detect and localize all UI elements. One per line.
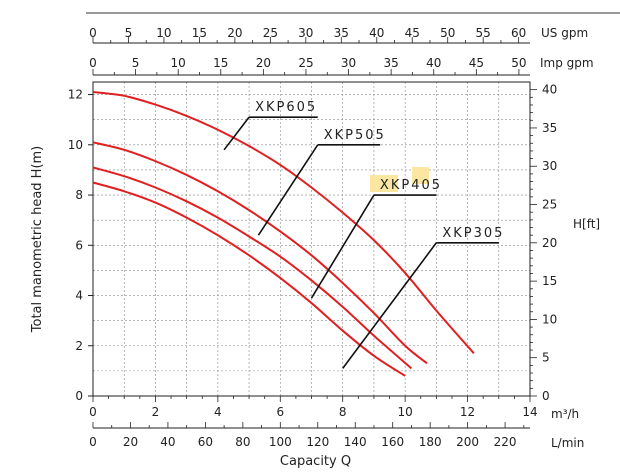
secondary-tick-label: 50 [440,26,455,40]
y2-tick-label: 10 [542,312,557,326]
secondary-tick-label: 40 [160,435,175,449]
secondary-tick-label: 35 [334,26,349,40]
y-tick-label: 0 [75,389,83,403]
series-label-xkp405: XKP405 [380,178,442,193]
secondary-tick-label: 0 [89,26,97,40]
x-tick-label: 8 [339,405,347,419]
x-tick-label: 0 [89,405,97,419]
secondary-tick-label: 15 [192,26,207,40]
y-tick-label: 12 [68,88,83,102]
secondary-tick-label: 25 [263,26,278,40]
label-leader-line [223,116,250,151]
secondary-tick-label: 45 [469,56,484,70]
y-tick-label: 8 [75,188,83,202]
secondary-tick-label: 160 [381,435,404,449]
secondary-tick-label: 140 [344,435,367,449]
curve-xkp305 [92,181,406,377]
y2-tick-label: 35 [542,121,557,135]
y2-tick-label: 40 [542,83,557,97]
secondary-tick-label: 180 [419,435,442,449]
secondary-tick-label: 20 [123,435,138,449]
secondary-tick-label: 10 [171,56,186,70]
series-label-xkp505: XKP505 [324,128,386,143]
x-tick-label: 14 [522,405,537,419]
x-axis-title: Capacity Q [280,454,351,469]
curve-xkp605 [92,91,475,354]
x-axis-unit-usgpm: US gpm [541,26,588,40]
secondary-tick-label: 20 [227,26,242,40]
secondary-tick-label: 220 [494,435,517,449]
secondary-tick-label: 35 [384,56,399,70]
y-tick-label: 2 [75,339,83,353]
pump-curves [92,91,475,377]
x-axis-unit-lmin: L/min [551,436,584,450]
x-tick-label: 6 [276,405,284,419]
y-tick-label: 6 [75,238,83,252]
secondary-tick-label: 60 [198,435,213,449]
curve-xkp505 [92,141,428,365]
secondary-tick-label: 30 [298,26,313,40]
y-tick-label: 4 [75,289,83,303]
y2-tick-label: 20 [542,236,557,250]
secondary-tick-label: 40 [426,56,441,70]
secondary-tick-label: 5 [132,56,140,70]
secondary-tick-label: 200 [456,435,479,449]
y2-tick-label: 30 [542,159,557,173]
secondary-tick-label: 15 [213,56,228,70]
series-label-xkp605: XKP605 [255,100,317,115]
y2-tick-label: 5 [542,351,550,365]
y2-tick-label: 15 [542,274,557,288]
secondary-tick-label: 10 [156,26,171,40]
secondary-tick-label: 30 [341,56,356,70]
y2-tick-label: 0 [542,389,550,403]
secondary-tick-label: 50 [511,56,526,70]
label-leader-line [342,242,437,369]
plot-grid [93,82,530,396]
secondary-tick-label: 5 [125,26,133,40]
secondary-tick-label: 80 [235,435,250,449]
label-highlight [411,167,429,185]
label-leader-line [257,144,319,236]
curve-xkp405 [92,166,413,370]
secondary-tick-label: 60 [511,26,526,40]
series-label-xkp305: XKP305 [442,226,504,241]
secondary-tick-label: 20 [256,56,271,70]
x-tick-label: 2 [152,405,160,419]
secondary-tick-label: 45 [405,26,420,40]
y2-tick-label: 25 [542,198,557,212]
x-tick-label: 12 [460,405,475,419]
label-highlight [369,175,398,193]
y-tick-label: 10 [68,138,83,152]
x-axis-unit-m3h: m³/h [551,407,579,421]
x-tick-label: 4 [214,405,222,419]
secondary-tick-label: 120 [306,435,329,449]
secondary-tick-label: 55 [476,26,491,40]
secondary-tick-label: 25 [298,56,313,70]
x-tick-label: 10 [398,405,413,419]
secondary-tick-label: 0 [89,435,97,449]
series-labels: XKP605 XKP505 XKP405 XKP305 [223,100,504,369]
secondary-tick-label: 0 [89,56,97,70]
y-axis-title: Total manometric head H(m) [30,146,45,333]
x-axis-unit-impgpm: Imp gpm [540,56,594,70]
secondary-tick-label: 40 [369,26,384,40]
y2-axis-title: H[ft] [573,217,600,231]
secondary-tick-label: 100 [269,435,292,449]
label-leader-line [310,194,375,299]
